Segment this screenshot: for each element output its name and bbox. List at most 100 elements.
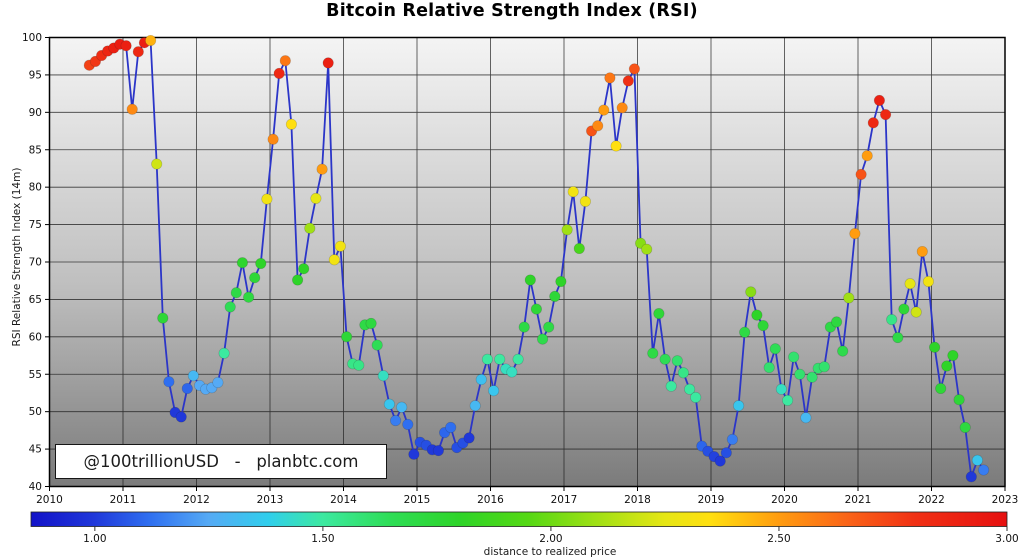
data-point bbox=[904, 278, 916, 290]
data-point bbox=[788, 351, 800, 363]
data-point bbox=[365, 317, 377, 329]
data-point bbox=[971, 454, 983, 466]
x-tick-label: 2021 bbox=[845, 494, 872, 506]
data-point bbox=[518, 321, 530, 333]
data-point bbox=[922, 275, 934, 288]
data-point bbox=[751, 309, 763, 321]
colorbar-ticks: 1.00 1.50 2.00 2.50 3.00 bbox=[83, 526, 1019, 545]
data-point bbox=[953, 394, 965, 406]
y-tick-label: 100 bbox=[22, 32, 42, 44]
data-point bbox=[818, 361, 830, 373]
data-point bbox=[880, 109, 892, 121]
data-point bbox=[224, 301, 236, 313]
data-point bbox=[622, 75, 634, 87]
data-point bbox=[255, 257, 267, 270]
data-point bbox=[524, 274, 536, 286]
y-tick-label: 60 bbox=[29, 331, 42, 343]
data-point bbox=[831, 316, 843, 328]
data-point bbox=[800, 412, 812, 424]
data-point bbox=[353, 359, 365, 371]
y-tick-label: 90 bbox=[29, 107, 42, 119]
data-point bbox=[304, 222, 316, 234]
watermark-text: @100trillionUSD - planbtc.com bbox=[83, 452, 359, 471]
data-point bbox=[579, 195, 591, 207]
data-point bbox=[494, 353, 506, 365]
data-point bbox=[334, 240, 346, 252]
x-tick-label: 2014 bbox=[330, 494, 357, 506]
data-point bbox=[616, 102, 628, 114]
data-point bbox=[959, 421, 971, 433]
y-axis-label: RSI Relative Strength Index (14m) bbox=[11, 167, 23, 347]
data-point bbox=[261, 193, 273, 205]
data-point bbox=[867, 117, 879, 129]
colorbar-tick-label: 3.00 bbox=[995, 533, 1018, 545]
data-point bbox=[739, 326, 751, 338]
data-point bbox=[469, 400, 481, 412]
data-point bbox=[279, 55, 291, 67]
data-point bbox=[530, 303, 542, 315]
data-point bbox=[273, 67, 285, 79]
data-point bbox=[659, 353, 671, 365]
y-tick-label: 80 bbox=[29, 182, 42, 194]
data-point bbox=[151, 158, 163, 170]
x-tick-label: 2022 bbox=[918, 494, 945, 506]
y-tick-label: 95 bbox=[29, 69, 42, 81]
data-point bbox=[794, 368, 806, 380]
data-point bbox=[775, 383, 787, 395]
data-point bbox=[396, 401, 408, 413]
data-point bbox=[145, 34, 157, 47]
y-tick-label: 45 bbox=[29, 444, 42, 456]
plot-border bbox=[48, 36, 1006, 488]
data-point bbox=[249, 272, 261, 284]
data-point bbox=[916, 245, 928, 258]
x-tick-label: 2016 bbox=[477, 494, 504, 506]
data-point bbox=[408, 448, 420, 460]
data-point bbox=[175, 411, 187, 423]
data-point bbox=[310, 192, 322, 204]
x-tick-label: 2019 bbox=[698, 494, 725, 506]
data-point bbox=[806, 371, 818, 383]
y-tick-label: 85 bbox=[29, 144, 42, 156]
data-point bbox=[371, 339, 383, 351]
y-tick-label: 70 bbox=[29, 257, 42, 269]
data-point bbox=[322, 57, 334, 69]
data-point bbox=[157, 312, 169, 324]
data-point bbox=[843, 292, 855, 304]
data-point bbox=[218, 347, 230, 359]
x-tick-label: 2011 bbox=[110, 494, 137, 506]
colorbar-label: distance to realized price bbox=[483, 546, 617, 558]
data-point bbox=[236, 257, 248, 269]
y-tick-label: 65 bbox=[29, 294, 42, 306]
data-point bbox=[537, 333, 549, 345]
data-point bbox=[745, 286, 757, 298]
data-point bbox=[181, 382, 193, 395]
data-point bbox=[929, 341, 941, 353]
data-point bbox=[892, 332, 904, 344]
watermark-box: @100trillionUSD - planbtc.com bbox=[55, 444, 387, 479]
data-point bbox=[543, 321, 555, 333]
data-point bbox=[132, 46, 144, 58]
data-point bbox=[604, 72, 616, 84]
data-point bbox=[561, 224, 573, 236]
data-point bbox=[243, 291, 255, 303]
data-point bbox=[383, 398, 395, 410]
colorbar-tick-label: 2.00 bbox=[539, 533, 562, 545]
data-point bbox=[898, 303, 910, 315]
data-point bbox=[298, 263, 310, 275]
data-point bbox=[187, 370, 199, 382]
x-tick-label: 2010 bbox=[36, 494, 63, 506]
colorbar-tick-label: 2.50 bbox=[767, 533, 790, 545]
data-point bbox=[267, 133, 279, 145]
data-point bbox=[285, 118, 297, 130]
data-point bbox=[837, 345, 849, 357]
data-point bbox=[163, 376, 175, 388]
data-point bbox=[935, 382, 947, 395]
data-point bbox=[849, 228, 861, 240]
data-point bbox=[782, 394, 794, 406]
data-point bbox=[567, 186, 579, 198]
data-point bbox=[445, 421, 457, 433]
y-tick-label: 40 bbox=[29, 481, 42, 493]
data-point bbox=[120, 40, 132, 52]
colorbar-tick-label: 1.00 bbox=[83, 533, 106, 545]
